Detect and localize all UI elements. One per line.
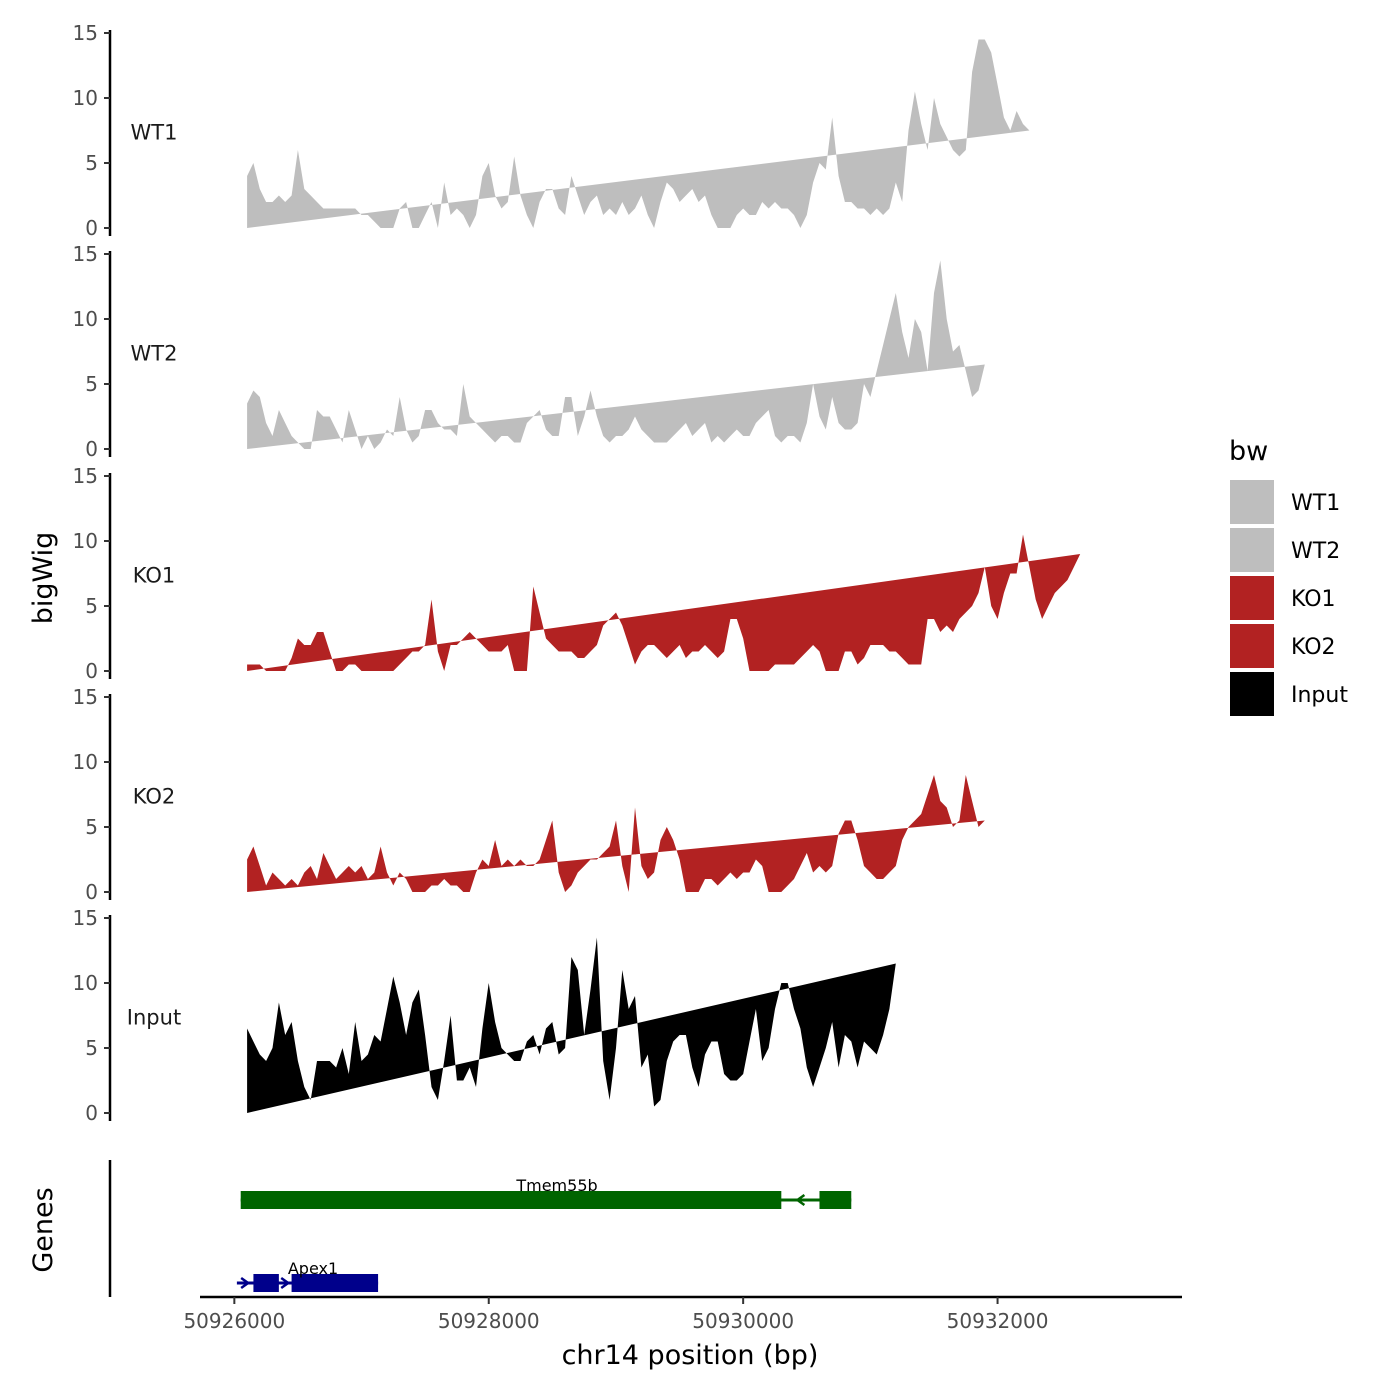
gene-exon <box>819 1191 852 1209</box>
strand-arrow <box>240 1276 251 1290</box>
y-tick-label: 10 <box>73 750 98 774</box>
legend-swatch-input <box>1230 672 1274 716</box>
y-tick-label: 15 <box>73 464 98 488</box>
y-tick-label: 5 <box>85 594 98 618</box>
gene-exon <box>253 1274 279 1292</box>
gene-tmem55b: Tmem55b <box>240 1176 852 1209</box>
coverage-area-ko1 <box>247 534 1081 671</box>
legend-swatch-wt1 <box>1230 480 1274 524</box>
x-tick-label: 50932000 <box>947 1309 1049 1333</box>
gene-exon <box>240 1191 782 1209</box>
gene-track-title: Genes <box>28 1187 59 1272</box>
legend-label: Input <box>1291 683 1348 708</box>
legend-swatch-ko1 <box>1230 576 1274 620</box>
legend-swatch-wt2 <box>1230 528 1274 572</box>
y-tick-label: 5 <box>85 372 98 396</box>
x-tick-label: 50926000 <box>183 1309 285 1333</box>
y-tick-label: 5 <box>85 151 98 175</box>
legend-label: KO2 <box>1291 635 1336 660</box>
y-tick-label: 0 <box>85 216 98 240</box>
coverage-area-wt2 <box>247 260 985 449</box>
legend-label: WT1 <box>1291 491 1340 516</box>
track-label: WT1 <box>131 121 178 145</box>
y-tick-label: 15 <box>73 242 98 266</box>
y-tick-label: 0 <box>85 437 98 461</box>
y-tick-label: 5 <box>85 1036 98 1060</box>
coverage-tracks: 0 5 10 15 WT1 0 5 10 15 WT2 0 5 10 15 KO1 0 5 10 15 KO2 0 5 10… <box>73 21 1081 1125</box>
y-tick-label: 10 <box>73 971 98 995</box>
coverage-area-input <box>247 937 896 1113</box>
track-ko2: 0 5 10 15 KO2 <box>73 685 985 904</box>
y-tick-label: 0 <box>85 1101 98 1125</box>
legend-title: bw <box>1229 436 1268 467</box>
y-axis-title: bigWig <box>28 532 59 625</box>
gene-exon <box>291 1274 379 1292</box>
track-label: KO2 <box>133 785 176 809</box>
coverage-area-ko2 <box>247 775 985 892</box>
gene-label: Apex1 <box>288 1259 338 1278</box>
y-tick-label: 0 <box>85 880 98 904</box>
track-label: KO1 <box>133 564 176 588</box>
strand-arrow <box>795 1193 806 1207</box>
x-axis-title: chr14 position (bp) <box>562 1340 819 1371</box>
coverage-area-wt1 <box>247 39 1030 228</box>
gene-apex1: Apex1 <box>236 1259 379 1292</box>
legend-label: KO1 <box>1291 587 1336 612</box>
gene-label: Tmem55b <box>515 1176 597 1195</box>
y-tick-label: 0 <box>85 659 98 683</box>
y-tick-label: 10 <box>73 529 98 553</box>
track-wt1: 0 5 10 15 WT1 <box>73 21 1030 240</box>
legend: bw WT1 WT2 KO1 KO2 Input <box>1229 436 1348 716</box>
y-tick-label: 15 <box>73 21 98 45</box>
gene-track: Tmem55b Apex1 <box>108 1160 852 1297</box>
x-tick-label: 50930000 <box>692 1309 794 1333</box>
x-tick-label: 50928000 <box>438 1309 540 1333</box>
x-axis: 50926000 50928000 50930000 50932000 <box>183 1295 1182 1333</box>
legend-label: WT2 <box>1291 539 1340 564</box>
y-tick-label: 5 <box>85 815 98 839</box>
track-ko1: 0 5 10 15 KO1 <box>73 464 1081 683</box>
track-label: Input <box>127 1006 181 1030</box>
y-tick-label: 10 <box>73 86 98 110</box>
track-wt2: 0 5 10 15 WT2 <box>73 242 985 461</box>
y-tick-label: 15 <box>73 685 98 709</box>
track-label: WT2 <box>131 342 178 366</box>
y-tick-label: 10 <box>73 307 98 331</box>
track-input: 0 5 10 15 Input <box>73 906 896 1125</box>
y-tick-label: 15 <box>73 906 98 930</box>
strand-arrow <box>280 1276 291 1290</box>
legend-swatch-ko2 <box>1230 624 1274 668</box>
